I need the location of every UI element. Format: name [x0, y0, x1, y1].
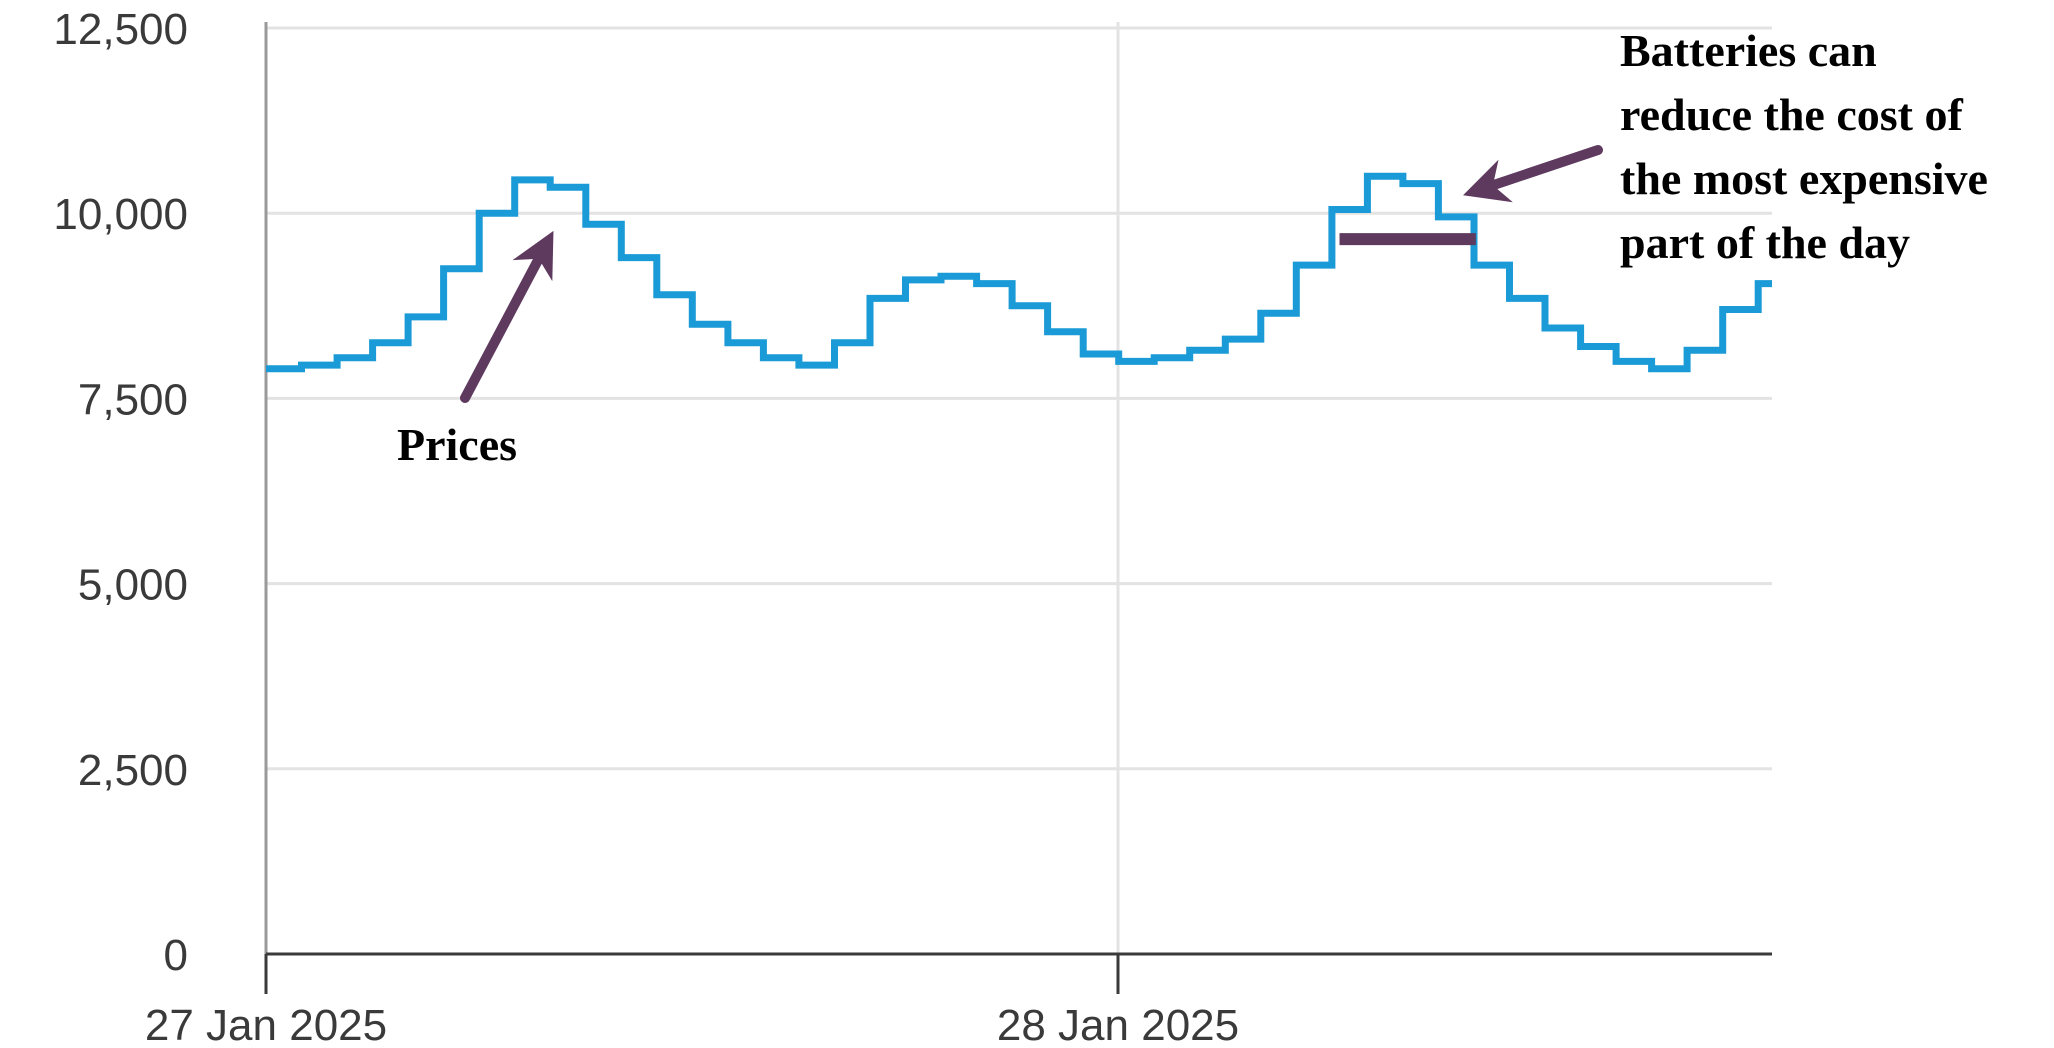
- y-tick-label: 0: [164, 931, 188, 980]
- y-tick-label: 2,500: [78, 746, 188, 795]
- annotation-arrow: [460, 230, 554, 403]
- x-tick-label: 27 Jan 2025: [145, 1001, 387, 1048]
- y-tick-label: 10,000: [53, 190, 188, 239]
- annotation-text: reduce the cost of: [1620, 89, 1963, 140]
- axes: 0 2,500 5,000 7,500 10,000 12,500 27 Jan 2025 2…: [53, 5, 1772, 1048]
- series: [266, 172, 1772, 373]
- annotation-text: the most expensive: [1620, 153, 1988, 204]
- annotation-text: part of the day: [1620, 217, 1910, 268]
- series-line: [266, 172, 1772, 373]
- grid: [266, 22, 1772, 954]
- x-tick-label: 28 Jan 2025: [997, 1001, 1239, 1048]
- annotation-arrow: [1463, 145, 1603, 203]
- annotation-text: Batteries can: [1620, 25, 1877, 76]
- annotation-text: Prices: [397, 419, 517, 470]
- y-tick-label: 5,000: [78, 561, 188, 610]
- y-tick-label: 12,500: [53, 5, 188, 54]
- annotations: Prices Batteries can reduce the cost of the…: [397, 25, 1988, 470]
- y-tick-label: 7,500: [78, 375, 188, 424]
